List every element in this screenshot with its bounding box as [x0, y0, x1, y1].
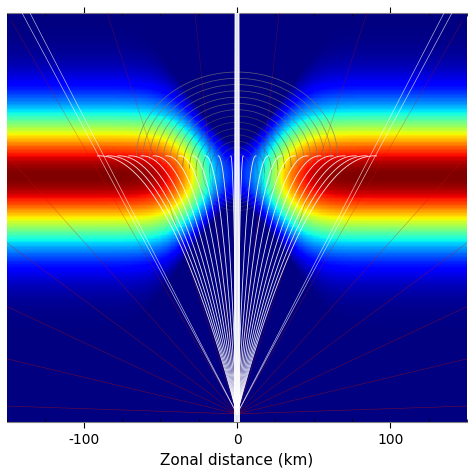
X-axis label: Zonal distance (km): Zonal distance (km): [160, 452, 314, 467]
Circle shape: [235, 0, 239, 474]
